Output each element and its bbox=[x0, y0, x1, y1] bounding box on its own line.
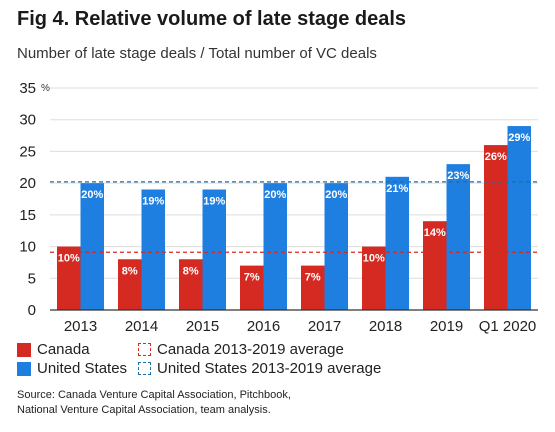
bar-value-label: 19% bbox=[203, 195, 225, 207]
bar-value-label: 20% bbox=[81, 189, 103, 201]
x-tick-label: 2014 bbox=[125, 318, 158, 335]
bar-chart: 0 5 10 15 20 25 30 35 % 10% 20% 2013 8% 19% 2014 8% 19% 2… bbox=[19, 80, 538, 335]
bar-united-states bbox=[80, 183, 104, 310]
bar-value-label: 8% bbox=[183, 265, 199, 277]
bar-canada bbox=[179, 259, 203, 310]
y-tick-label: 15 bbox=[19, 207, 36, 224]
bar-value-label: 10% bbox=[58, 253, 80, 265]
y-tick-label: 30 bbox=[19, 112, 36, 129]
y-tick-label: 10 bbox=[19, 239, 36, 256]
bar-canada bbox=[423, 221, 447, 310]
y-tick-label: 5 bbox=[28, 270, 36, 287]
x-tick-label: Q1 2020 bbox=[479, 318, 537, 335]
legend-label-us: United States bbox=[37, 360, 128, 377]
bar-canada bbox=[118, 259, 142, 310]
x-tick-label: 2015 bbox=[186, 318, 219, 335]
bar-canada bbox=[362, 246, 386, 310]
bar-value-label: 7% bbox=[244, 272, 260, 284]
bar-value-label: 20% bbox=[325, 189, 347, 201]
x-tick-label: 2016 bbox=[247, 318, 280, 335]
y-tick-label: 35 bbox=[19, 80, 36, 97]
bar-united-states bbox=[507, 126, 531, 310]
legend-swatch-us-avg bbox=[138, 362, 151, 375]
legend-us-avg: United States 2013-2019 average bbox=[138, 360, 381, 377]
x-tick-label: 2013 bbox=[64, 318, 97, 335]
source-line-2: National Venture Capital Association, te… bbox=[17, 404, 271, 416]
legend-swatch-canada-avg bbox=[138, 343, 151, 356]
bar-united-states bbox=[446, 164, 470, 310]
legend-us: United States bbox=[17, 360, 127, 377]
legend-label-canada: Canada bbox=[37, 341, 90, 358]
legend-canada-avg: Canada 2013-2019 average bbox=[138, 341, 344, 358]
bar-united-states bbox=[202, 189, 226, 310]
bar-united-states bbox=[385, 176, 409, 310]
bar-united-states bbox=[141, 189, 165, 310]
bar-canada bbox=[301, 265, 325, 310]
source-line-1: Source: Canada Venture Capital Associati… bbox=[17, 389, 291, 401]
bar-united-states bbox=[324, 183, 348, 310]
bar-united-states bbox=[263, 183, 287, 310]
bar-value-label: 21% bbox=[386, 183, 408, 195]
bar-canada bbox=[57, 246, 81, 310]
x-tick-label: 2019 bbox=[430, 318, 463, 335]
y-tick-label: 0 bbox=[28, 302, 36, 319]
legend-label-canada-avg: Canada 2013-2019 average bbox=[157, 341, 344, 358]
bar-value-label: 10% bbox=[363, 253, 385, 265]
chart-title: Fig 4. Relative volume of late stage dea… bbox=[17, 8, 407, 30]
x-tick-label: 2018 bbox=[369, 318, 402, 335]
legend-label-us-avg: United States 2013-2019 average bbox=[157, 360, 382, 377]
chart-subtitle: Number of late stage deals / Total numbe… bbox=[17, 45, 377, 62]
bar-value-label: 7% bbox=[305, 272, 321, 284]
bar-canada bbox=[240, 265, 264, 310]
bar-value-label: 8% bbox=[122, 265, 138, 277]
legend-canada: Canada bbox=[17, 341, 90, 358]
source-note: Source: Canada Venture Capital Associati… bbox=[17, 388, 291, 418]
legend-swatch-canada bbox=[17, 342, 31, 357]
bar-value-label: 14% bbox=[424, 227, 446, 239]
bar-value-label: 26% bbox=[485, 151, 507, 163]
x-tick-label: 2017 bbox=[308, 318, 341, 335]
legend-swatch-us bbox=[17, 361, 31, 376]
y-tick-label: 20 bbox=[19, 175, 36, 192]
bar-value-label: 29% bbox=[508, 132, 530, 144]
bar-value-label: 20% bbox=[264, 189, 286, 201]
y-tick-label: 25 bbox=[19, 143, 36, 160]
bar-canada bbox=[484, 145, 508, 310]
bar-value-label: 19% bbox=[142, 195, 164, 207]
bar-value-label: 23% bbox=[447, 170, 469, 182]
y-unit-label: % bbox=[41, 83, 50, 94]
